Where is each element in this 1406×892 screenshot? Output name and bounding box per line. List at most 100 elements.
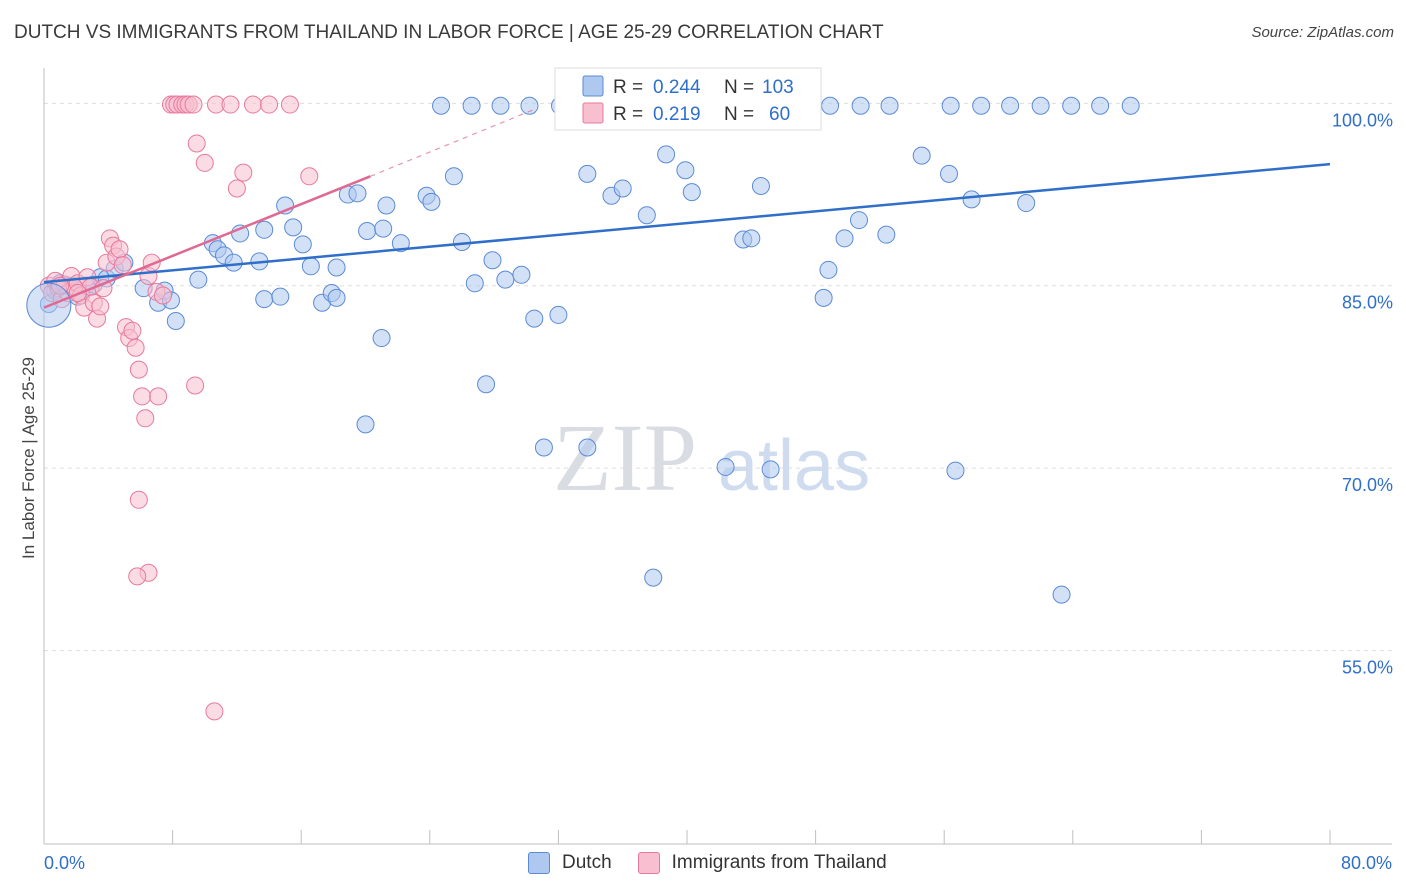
legend-bottom-swatch-dutch <box>528 852 550 874</box>
thai-r-label: R = <box>613 104 643 125</box>
dutch-point-93 <box>1031 96 1050 115</box>
watermark-zip: ZIP <box>553 404 697 511</box>
dutch-point-98 <box>644 568 663 587</box>
dutch-point-95 <box>1091 96 1110 115</box>
dutch-point-62 <box>877 225 896 244</box>
dutch-point-16 <box>166 312 185 331</box>
dutch-point-70 <box>578 438 597 457</box>
dutch-point-90 <box>941 96 960 115</box>
thailand-point-23 <box>113 256 132 275</box>
thailand-point-28 <box>129 360 148 379</box>
dutch-point-87 <box>821 96 840 115</box>
thailand-point-48 <box>243 95 262 114</box>
legend-item-thailand: Immigrants from Thailand <box>637 852 887 874</box>
dutch-point-54 <box>682 183 701 202</box>
axes: 100.0% 85.0% 70.0% 55.0% 0.0% 80.0% <box>43 68 1393 873</box>
dutch-point-72 <box>255 290 274 309</box>
thailand-trend-line <box>43 175 371 309</box>
dutch-point-67 <box>327 288 346 307</box>
dutch-point-39 <box>422 192 441 211</box>
dutch-point-36 <box>377 196 396 215</box>
dutch-point-69 <box>477 375 496 394</box>
watermark-atlas: atlas <box>718 426 870 506</box>
dutch-point-97 <box>716 457 735 476</box>
dutch-point-27 <box>293 235 312 254</box>
dutch-point-50 <box>613 179 632 198</box>
dutch-n-label: N = <box>724 77 754 98</box>
dutch-point-71 <box>534 438 553 457</box>
dutch-point-47 <box>549 305 568 324</box>
dutch-r-value: 0.244 <box>653 77 701 98</box>
dutch-point-88 <box>851 96 870 115</box>
dutch-point-64 <box>940 164 959 183</box>
dutch-point-96 <box>1121 96 1140 115</box>
chart-title: DUTCH VS IMMIGRANTS FROM THAILAND IN LAB… <box>14 22 884 43</box>
dutch-point-44 <box>496 270 515 289</box>
dutch-point-17 <box>189 270 208 289</box>
thailand-point-26 <box>123 321 142 340</box>
dutch-point-74 <box>432 96 451 115</box>
thailand-point-29 <box>133 387 152 406</box>
y-tick-label-1: 85.0% <box>1342 293 1393 313</box>
bottom-legend: Dutch Immigrants from Thailand <box>528 852 913 874</box>
thailand-point-53 <box>186 376 205 395</box>
dutch-r-label: R = <box>613 77 643 98</box>
dutch-trend-line <box>43 162 1331 284</box>
dutch-point-99 <box>761 460 780 479</box>
dutch-point-91 <box>972 96 991 115</box>
thailand-point-56 <box>128 567 147 586</box>
thai-r-value: 0.219 <box>653 104 701 125</box>
thailand-point-50 <box>280 95 299 114</box>
thailand-trend-line-extrapolated <box>370 108 535 177</box>
dutch-point-34 <box>358 222 377 241</box>
dutch-point-26 <box>284 218 303 237</box>
trend-lines <box>43 108 1331 309</box>
thailand-point-22 <box>110 240 129 259</box>
dutch-point-53 <box>676 161 695 180</box>
gridlines <box>44 102 1392 652</box>
thailand-point-49 <box>260 95 279 114</box>
legend-label-thailand: Immigrants from Thailand <box>671 852 887 873</box>
y-tick-label-0: 100.0% <box>1332 110 1393 130</box>
y-tick-label-3: 55.0% <box>1342 658 1393 678</box>
legend-swatch-thailand <box>582 102 604 124</box>
dutch-point-28 <box>301 257 320 276</box>
dutch-point-37 <box>391 234 410 253</box>
dutch-point-75 <box>462 96 481 115</box>
legend-bottom-swatch-thailand <box>637 852 660 874</box>
thai-n-value: 60 <box>769 104 790 125</box>
dutch-point-101 <box>1052 585 1071 604</box>
dutch-point-33 <box>348 184 367 203</box>
dutch-point-89 <box>880 96 899 115</box>
dutch-point-92 <box>1001 96 1020 115</box>
x-tick-label-0: 0.0% <box>44 853 85 873</box>
thailand-point-34 <box>153 286 172 305</box>
dutch-point-56 <box>742 229 761 248</box>
dutch-point-24 <box>255 220 274 239</box>
thailand-point-16 <box>91 297 110 316</box>
dutch-point-77 <box>520 96 539 115</box>
y-axis-label: In Labor Force | Age 25-29 <box>19 357 38 559</box>
y-tick-label-2: 70.0% <box>1342 475 1393 495</box>
dutch-point-42 <box>465 274 484 293</box>
dutch-point-57 <box>751 177 770 196</box>
thailand-point-46 <box>227 179 246 198</box>
dutch-point-60 <box>835 229 854 248</box>
dutch-n-value: 103 <box>762 77 794 98</box>
dutch-point-45 <box>512 265 531 284</box>
dutch-point-61 <box>850 211 869 230</box>
stats-legend: R = 0.244 N = 103 R = 0.219 N = 60 <box>554 67 822 131</box>
thailand-point-51 <box>300 167 319 186</box>
dutch-point-35 <box>374 219 393 238</box>
dutch-point-102 <box>356 415 375 434</box>
thailand-point-54 <box>129 490 148 509</box>
dutch-point-43 <box>483 251 502 270</box>
dutch-point-68 <box>372 329 391 348</box>
chart-source: Source: ZipAtlas.com <box>1251 24 1394 41</box>
dutch-point-52 <box>657 145 676 164</box>
dutch-point-73 <box>271 287 290 306</box>
thailand-point-52 <box>149 387 168 406</box>
thai-n-label: N = <box>724 104 754 125</box>
thailand-point-47 <box>234 163 253 182</box>
